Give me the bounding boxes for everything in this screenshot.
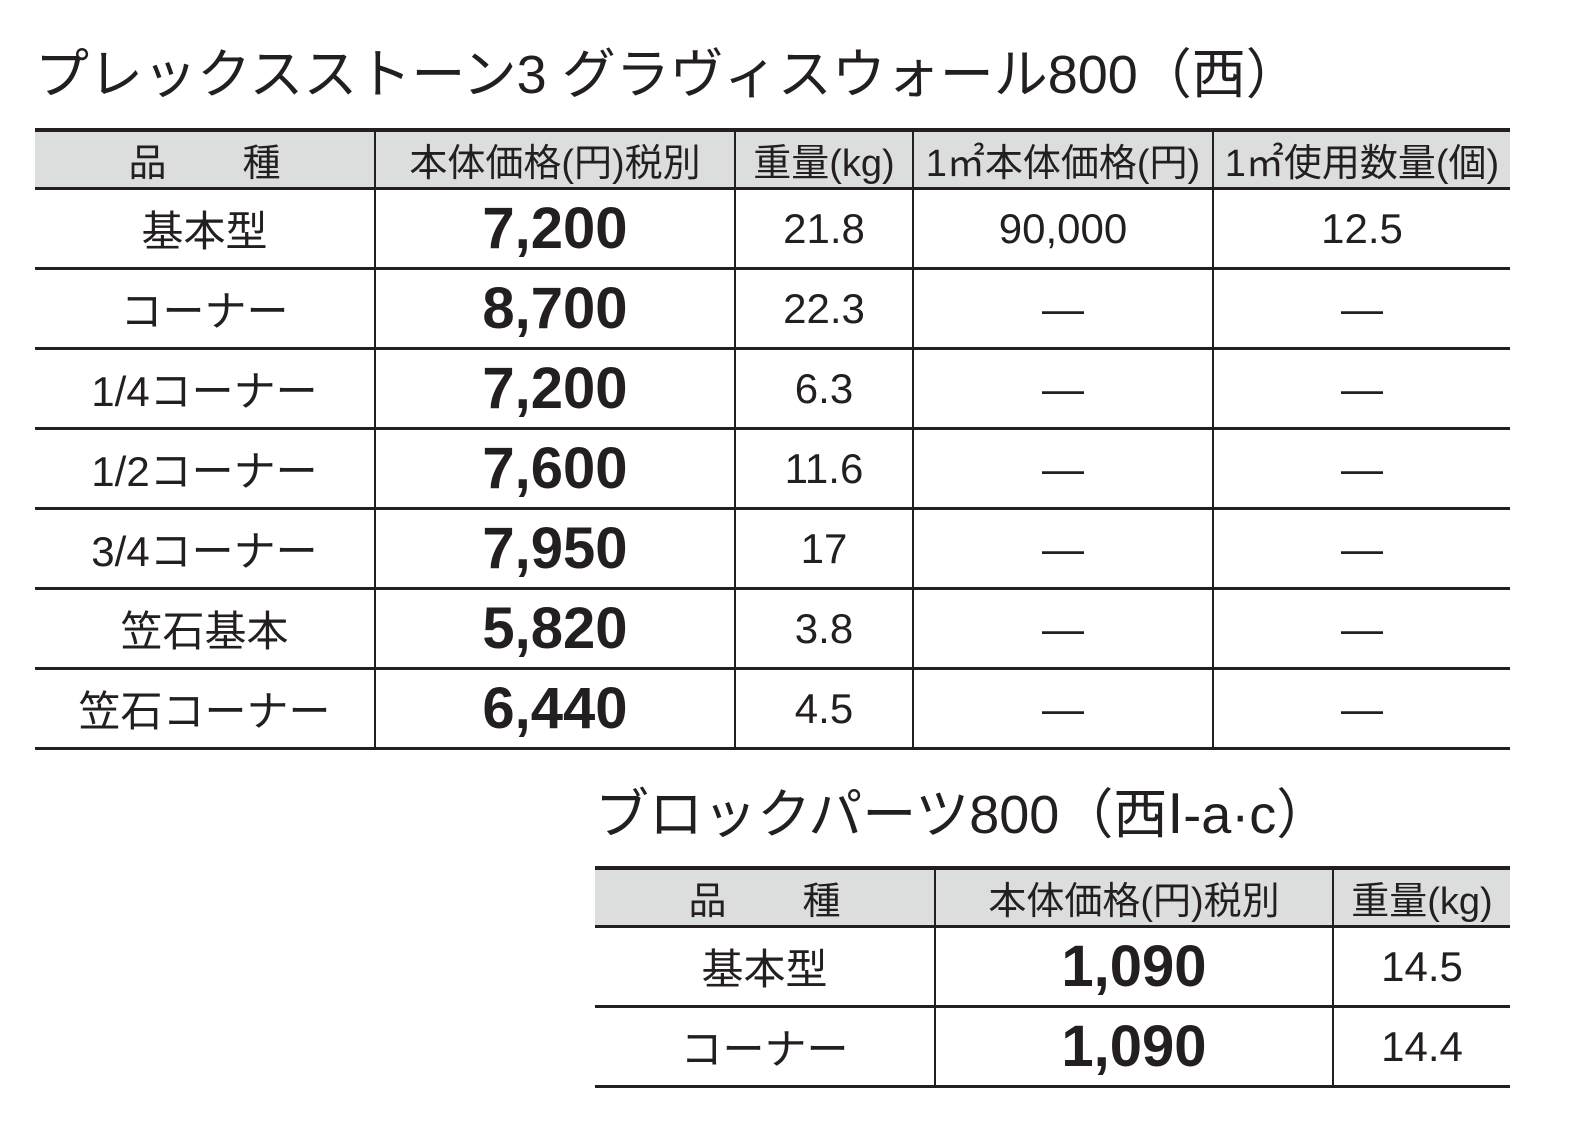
table-cell: 14.5	[1332, 926, 1510, 1008]
table-row: 3/4コーナー 7,950 17— —	[35, 508, 1510, 590]
price-cell: 7,950	[374, 508, 735, 590]
price-cell: 7,600	[374, 428, 735, 510]
table-cell: —	[1212, 668, 1510, 750]
table-cell: —	[912, 588, 1213, 670]
table-row: 1/4コーナー 7,200 6.3— —	[35, 348, 1510, 430]
header-cell: 1㎡使用数量(個)	[1212, 128, 1510, 190]
table-cell: 基本型	[35, 188, 375, 270]
table-cell: —	[1212, 508, 1510, 590]
table-cell: —	[1212, 588, 1510, 670]
header-cell: 本体価格(円)税別	[374, 128, 735, 190]
table-cell: —	[1212, 348, 1510, 430]
table-cell: —	[912, 268, 1213, 350]
table-cell: —	[912, 348, 1213, 430]
table-cell: 22.3	[734, 268, 913, 350]
header-cell: 品 種	[595, 866, 935, 928]
price-cell: 6,440	[374, 668, 735, 750]
table-cell: 笠石基本	[35, 588, 375, 670]
price-cell: 1,090	[934, 926, 1333, 1008]
table-cell: —	[912, 428, 1213, 510]
price-cell: 7,200	[374, 188, 735, 270]
table-title: プレックスストーン3 グラヴィスウォール800（西）	[35, 45, 1300, 105]
table-cell: 1/2コーナー	[35, 428, 375, 510]
table-cell: —	[912, 668, 1213, 750]
price-table: 品 種本体価格(円)税別 重量(kg) 基本型 1,090 14.5 コーナー 1,090 1…	[595, 866, 1510, 1088]
price-cell: 5,820	[374, 588, 735, 670]
table-cell: コーナー	[595, 1006, 935, 1088]
table-cell: 4.5	[734, 668, 913, 750]
table-cell: 21.8	[734, 188, 913, 270]
table-cell: コーナー	[35, 268, 375, 350]
price-cell: 1,090	[934, 1006, 1333, 1088]
table-title: ブロックパーツ800（西Ⅰ-a·c）	[595, 785, 1331, 845]
header-cell: 本体価格(円)税別	[934, 866, 1333, 928]
table-row: 基本型 7,200 21.8 90,000 12.5	[35, 188, 1510, 270]
table-row: 基本型 1,090 14.5	[595, 926, 1510, 1008]
price-cell: 7,200	[374, 348, 735, 430]
table-row: 1/2コーナー 7,600 11.6— —	[35, 428, 1510, 510]
table-cell: 11.6	[734, 428, 913, 510]
table-row: コーナー 8,700 22.3— —	[35, 268, 1510, 350]
header-row: 品 種本体価格(円)税別 重量(kg) 1㎡本体価格(円) 1㎡使用数量(個)	[35, 128, 1510, 190]
header-cell: 品 種	[35, 128, 375, 190]
table-row: コーナー 1,090 14.4	[595, 1006, 1510, 1088]
header-cell: 重量(kg)	[734, 128, 913, 190]
table-cell: —	[1212, 268, 1510, 350]
table-cell: 1/4コーナー	[35, 348, 375, 430]
header-cell: 1㎡本体価格(円)	[912, 128, 1213, 190]
table-cell: 14.4	[1332, 1006, 1510, 1088]
table-cell: 90,000	[912, 188, 1213, 270]
table-cell: 17	[734, 508, 913, 590]
table-cell: 3.8	[734, 588, 913, 670]
header-cell: 重量(kg)	[1332, 866, 1510, 928]
table-cell: 3/4コーナー	[35, 508, 375, 590]
table-row: 笠石コーナー 6,440 4.5— —	[35, 668, 1510, 750]
header-row: 品 種本体価格(円)税別 重量(kg)	[595, 866, 1510, 928]
table-cell: —	[912, 508, 1213, 590]
table-cell: 基本型	[595, 926, 935, 1008]
table-cell: —	[1212, 428, 1510, 510]
table-cell: 6.3	[734, 348, 913, 430]
price-table: 品 種本体価格(円)税別 重量(kg) 1㎡本体価格(円) 1㎡使用数量(個) 基本型 7…	[35, 128, 1510, 750]
table-cell: 12.5	[1212, 188, 1510, 270]
table-row: 笠石基本 5,820 3.8— —	[35, 588, 1510, 670]
price-cell: 8,700	[374, 268, 735, 350]
table-cell: 笠石コーナー	[35, 668, 375, 750]
